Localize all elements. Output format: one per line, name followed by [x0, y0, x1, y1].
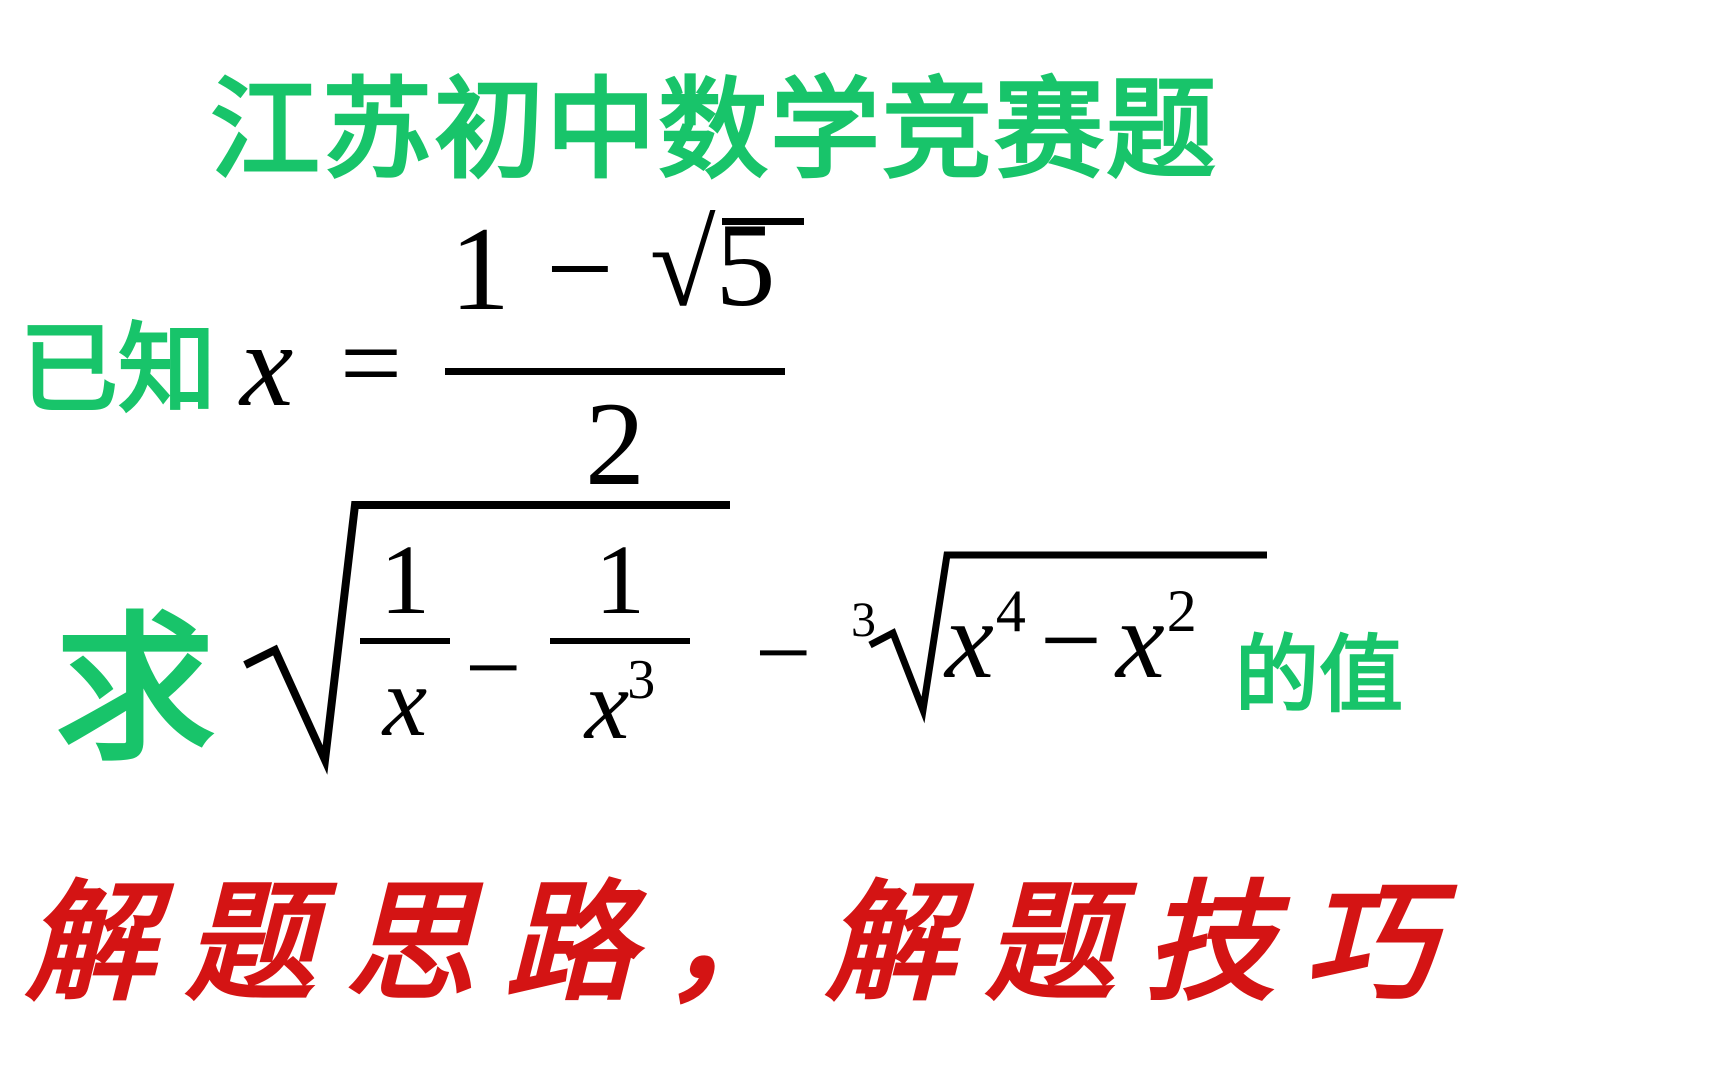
fraction-1-over-x3: 1 x3 — [550, 530, 690, 755]
page-title: 江苏初中数学竞赛题 — [210, 40, 1218, 200]
fraction-bar — [550, 638, 690, 644]
numerator-1: 1 — [360, 530, 450, 630]
numerator-one: 1 — [450, 202, 510, 335]
footer-text: 解题思路，解题技巧 — [25, 838, 1465, 1026]
x2-base: x — [1116, 579, 1165, 701]
fraction-1-over-x: 1 x — [360, 530, 450, 752]
denominator-x3: x3 — [550, 652, 690, 755]
equals-sign: = — [340, 300, 402, 427]
numerator-1: 1 — [550, 530, 690, 630]
x4-base: x — [945, 579, 994, 701]
sqrt-5: √5 — [650, 196, 776, 334]
fraction-bar — [445, 368, 785, 375]
minus-sign: − — [1040, 579, 1102, 701]
x2-exp: 2 — [1167, 578, 1197, 644]
denominator-x: x — [360, 652, 450, 752]
given-label: 已知 — [20, 290, 216, 432]
base-x: x — [585, 649, 629, 760]
cuberoot-content: x4−x2 — [945, 577, 1197, 704]
minus-sign: − — [755, 595, 811, 710]
numerator-minus: − — [546, 202, 614, 335]
radicand-5: 5 — [716, 196, 776, 334]
radical-sign-icon: √ — [650, 198, 716, 331]
fraction-bar — [360, 638, 450, 644]
x4-exp: 4 — [996, 578, 1026, 644]
value-label: 的值 — [1235, 608, 1403, 729]
numerator: 1 − √5 — [450, 200, 776, 338]
vinculum — [722, 218, 804, 225]
variable-x: x — [240, 296, 293, 434]
minus-sign: − — [465, 610, 521, 725]
exponent-3: 3 — [627, 649, 655, 711]
find-label: 求 — [55, 560, 215, 792]
